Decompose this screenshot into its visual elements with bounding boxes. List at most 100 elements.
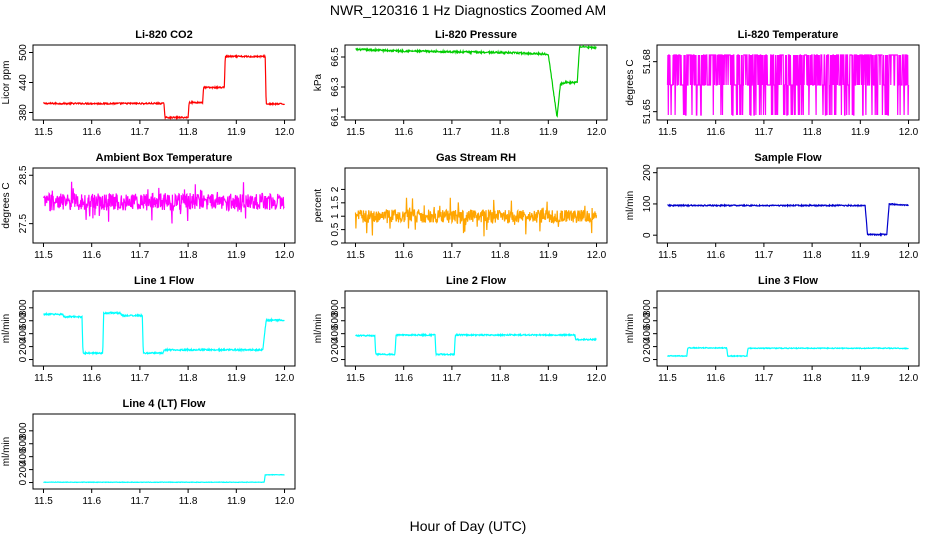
y-tick-label: 600 xyxy=(18,435,29,452)
x-tick-label: 11.5 xyxy=(34,250,53,261)
y-tick-label: 600 xyxy=(642,312,653,329)
x-tick-label: 11.9 xyxy=(227,127,246,138)
x-tick-label: 12.0 xyxy=(275,250,295,261)
y-tick-label: 600 xyxy=(18,312,29,329)
x-tick-label: 12.0 xyxy=(587,373,607,384)
x-tick-label: 11.7 xyxy=(131,373,150,384)
panel-title: Line 1 Flow xyxy=(134,275,194,287)
data-series-line xyxy=(355,332,597,357)
x-tick-label: 12.0 xyxy=(275,373,295,384)
y-tick-label: 200 xyxy=(642,338,653,355)
x-tick-label: 11.5 xyxy=(34,496,53,507)
data-series-line xyxy=(666,54,910,116)
x-tick-label: 11.6 xyxy=(82,496,101,507)
x-tick-label: 11.8 xyxy=(803,250,822,261)
panel-title: Li-820 Pressure xyxy=(435,29,517,41)
y-axis-label: ml/min xyxy=(313,314,324,343)
x-tick-label: 11.8 xyxy=(179,373,198,384)
x-tick-label: 11.8 xyxy=(179,250,198,261)
x-tick-label: 12.0 xyxy=(275,127,295,138)
y-axis-label: degrees C xyxy=(625,59,636,105)
data-series-line xyxy=(42,181,285,224)
y-tick-label: 200 xyxy=(642,164,653,181)
y-tick-label: 27.5 xyxy=(18,213,29,233)
chart-panel-sample_flow: Sample Flow 11.5 11.6 11.7 11.8 11.9 12.0 0 100 2… xyxy=(625,152,920,261)
y-tick-label: 0 xyxy=(330,356,341,362)
panel-title: Sample Flow xyxy=(754,152,822,164)
y-tick-label: 800 xyxy=(330,299,341,316)
data-series-line xyxy=(667,346,909,358)
y-tick-label: 500 xyxy=(18,44,29,61)
y-tick-label: 600 xyxy=(330,312,341,329)
y-tick-label: 400 xyxy=(18,325,29,342)
panel-title: Ambient Box Temperature xyxy=(96,152,233,164)
x-tick-label: 11.9 xyxy=(227,496,246,507)
y-tick-label: 800 xyxy=(18,299,29,316)
y-axis-label: Licor ppm xyxy=(1,61,12,105)
y-axis-label: ml/min xyxy=(1,314,12,343)
y-tick-label: 2 xyxy=(330,186,341,192)
x-tick-label: 11.7 xyxy=(131,127,150,138)
x-tick-label: 12.0 xyxy=(899,127,919,138)
x-tick-label: 11.9 xyxy=(851,250,870,261)
x-tick-label: 11.7 xyxy=(131,496,150,507)
y-axis-label: ml/min xyxy=(625,314,636,343)
x-tick-label: 11.5 xyxy=(658,127,677,138)
y-tick-label: 100 xyxy=(642,195,653,212)
y-tick-label: 400 xyxy=(18,448,29,465)
plot-frame xyxy=(344,167,608,244)
x-tick-label: 11.6 xyxy=(394,250,413,261)
panel-title: Li-820 CO2 xyxy=(135,29,192,41)
y-tick-label: 440 xyxy=(18,74,29,91)
y-tick-label: 66.5 xyxy=(330,47,341,67)
y-tick-label: 0.5 xyxy=(330,222,341,236)
x-tick-label: 11.7 xyxy=(755,250,774,261)
x-tick-label: 11.7 xyxy=(443,373,462,384)
x-tick-label: 11.7 xyxy=(755,373,774,384)
x-tick-label: 11.9 xyxy=(539,373,558,384)
x-tick-label: 11.5 xyxy=(346,127,365,138)
x-tick-label: 12.0 xyxy=(899,250,919,261)
chart-panels: Li-820 CO2 11.5 11.6 11.7 11.8 11.9 12.0 380 440… xyxy=(1,29,920,507)
x-tick-label: 11.6 xyxy=(706,250,725,261)
x-tick-label: 11.6 xyxy=(82,250,101,261)
x-tick-label: 11.9 xyxy=(227,250,246,261)
y-tick-label: 800 xyxy=(18,422,29,439)
y-tick-label: 400 xyxy=(642,325,653,342)
chart-panel-line2: Line 2 Flow 11.5 11.6 11.7 11.8 11.9 12.0 02004… xyxy=(313,275,608,384)
chart-panel-line3: Line 3 Flow 11.5 11.6 11.7 11.8 11.9 12.0 02004… xyxy=(625,275,920,384)
plot-frame xyxy=(656,44,920,121)
x-tick-label: 11.7 xyxy=(443,127,462,138)
data-series-line xyxy=(354,197,598,237)
chart-panel-line1: Line 1 Flow 11.5 11.6 11.7 11.8 11.9 12.0 02004… xyxy=(1,275,296,384)
plot-frame xyxy=(344,290,608,367)
y-tick-label: 200 xyxy=(18,461,29,478)
figure-x-axis-label: Hour of Day (UTC) xyxy=(410,518,527,534)
x-tick-label: 11.6 xyxy=(394,127,413,138)
y-axis-label: degrees C xyxy=(1,182,12,228)
x-tick-label: 12.0 xyxy=(587,250,607,261)
y-axis-label: ml/min xyxy=(625,191,636,220)
y-tick-label: 51.68 xyxy=(642,49,653,74)
y-tick-label: 1.5 xyxy=(330,195,341,209)
x-tick-label: 11.5 xyxy=(346,250,365,261)
y-tick-label: 380 xyxy=(18,104,29,121)
x-tick-label: 11.8 xyxy=(491,373,510,384)
y-axis-label: ml/min xyxy=(1,437,12,466)
y-tick-label: 66.3 xyxy=(330,77,341,97)
plot-frame xyxy=(32,167,296,244)
panel-title: Gas Stream RH xyxy=(436,152,516,164)
y-tick-label: 800 xyxy=(642,299,653,316)
y-tick-label: 28.5 xyxy=(18,165,29,185)
plot-frame xyxy=(656,167,920,244)
chart-panel-co2: Li-820 CO2 11.5 11.6 11.7 11.8 11.9 12.0 380 440… xyxy=(1,29,296,138)
y-tick-label: 200 xyxy=(330,338,341,355)
x-tick-label: 11.6 xyxy=(82,127,101,138)
x-tick-label: 11.8 xyxy=(179,127,198,138)
y-axis-label: percent xyxy=(313,189,324,223)
data-series-line xyxy=(355,44,597,118)
x-tick-label: 11.8 xyxy=(803,373,822,384)
y-tick-label: 0 xyxy=(18,479,29,485)
x-tick-label: 11.8 xyxy=(179,496,198,507)
